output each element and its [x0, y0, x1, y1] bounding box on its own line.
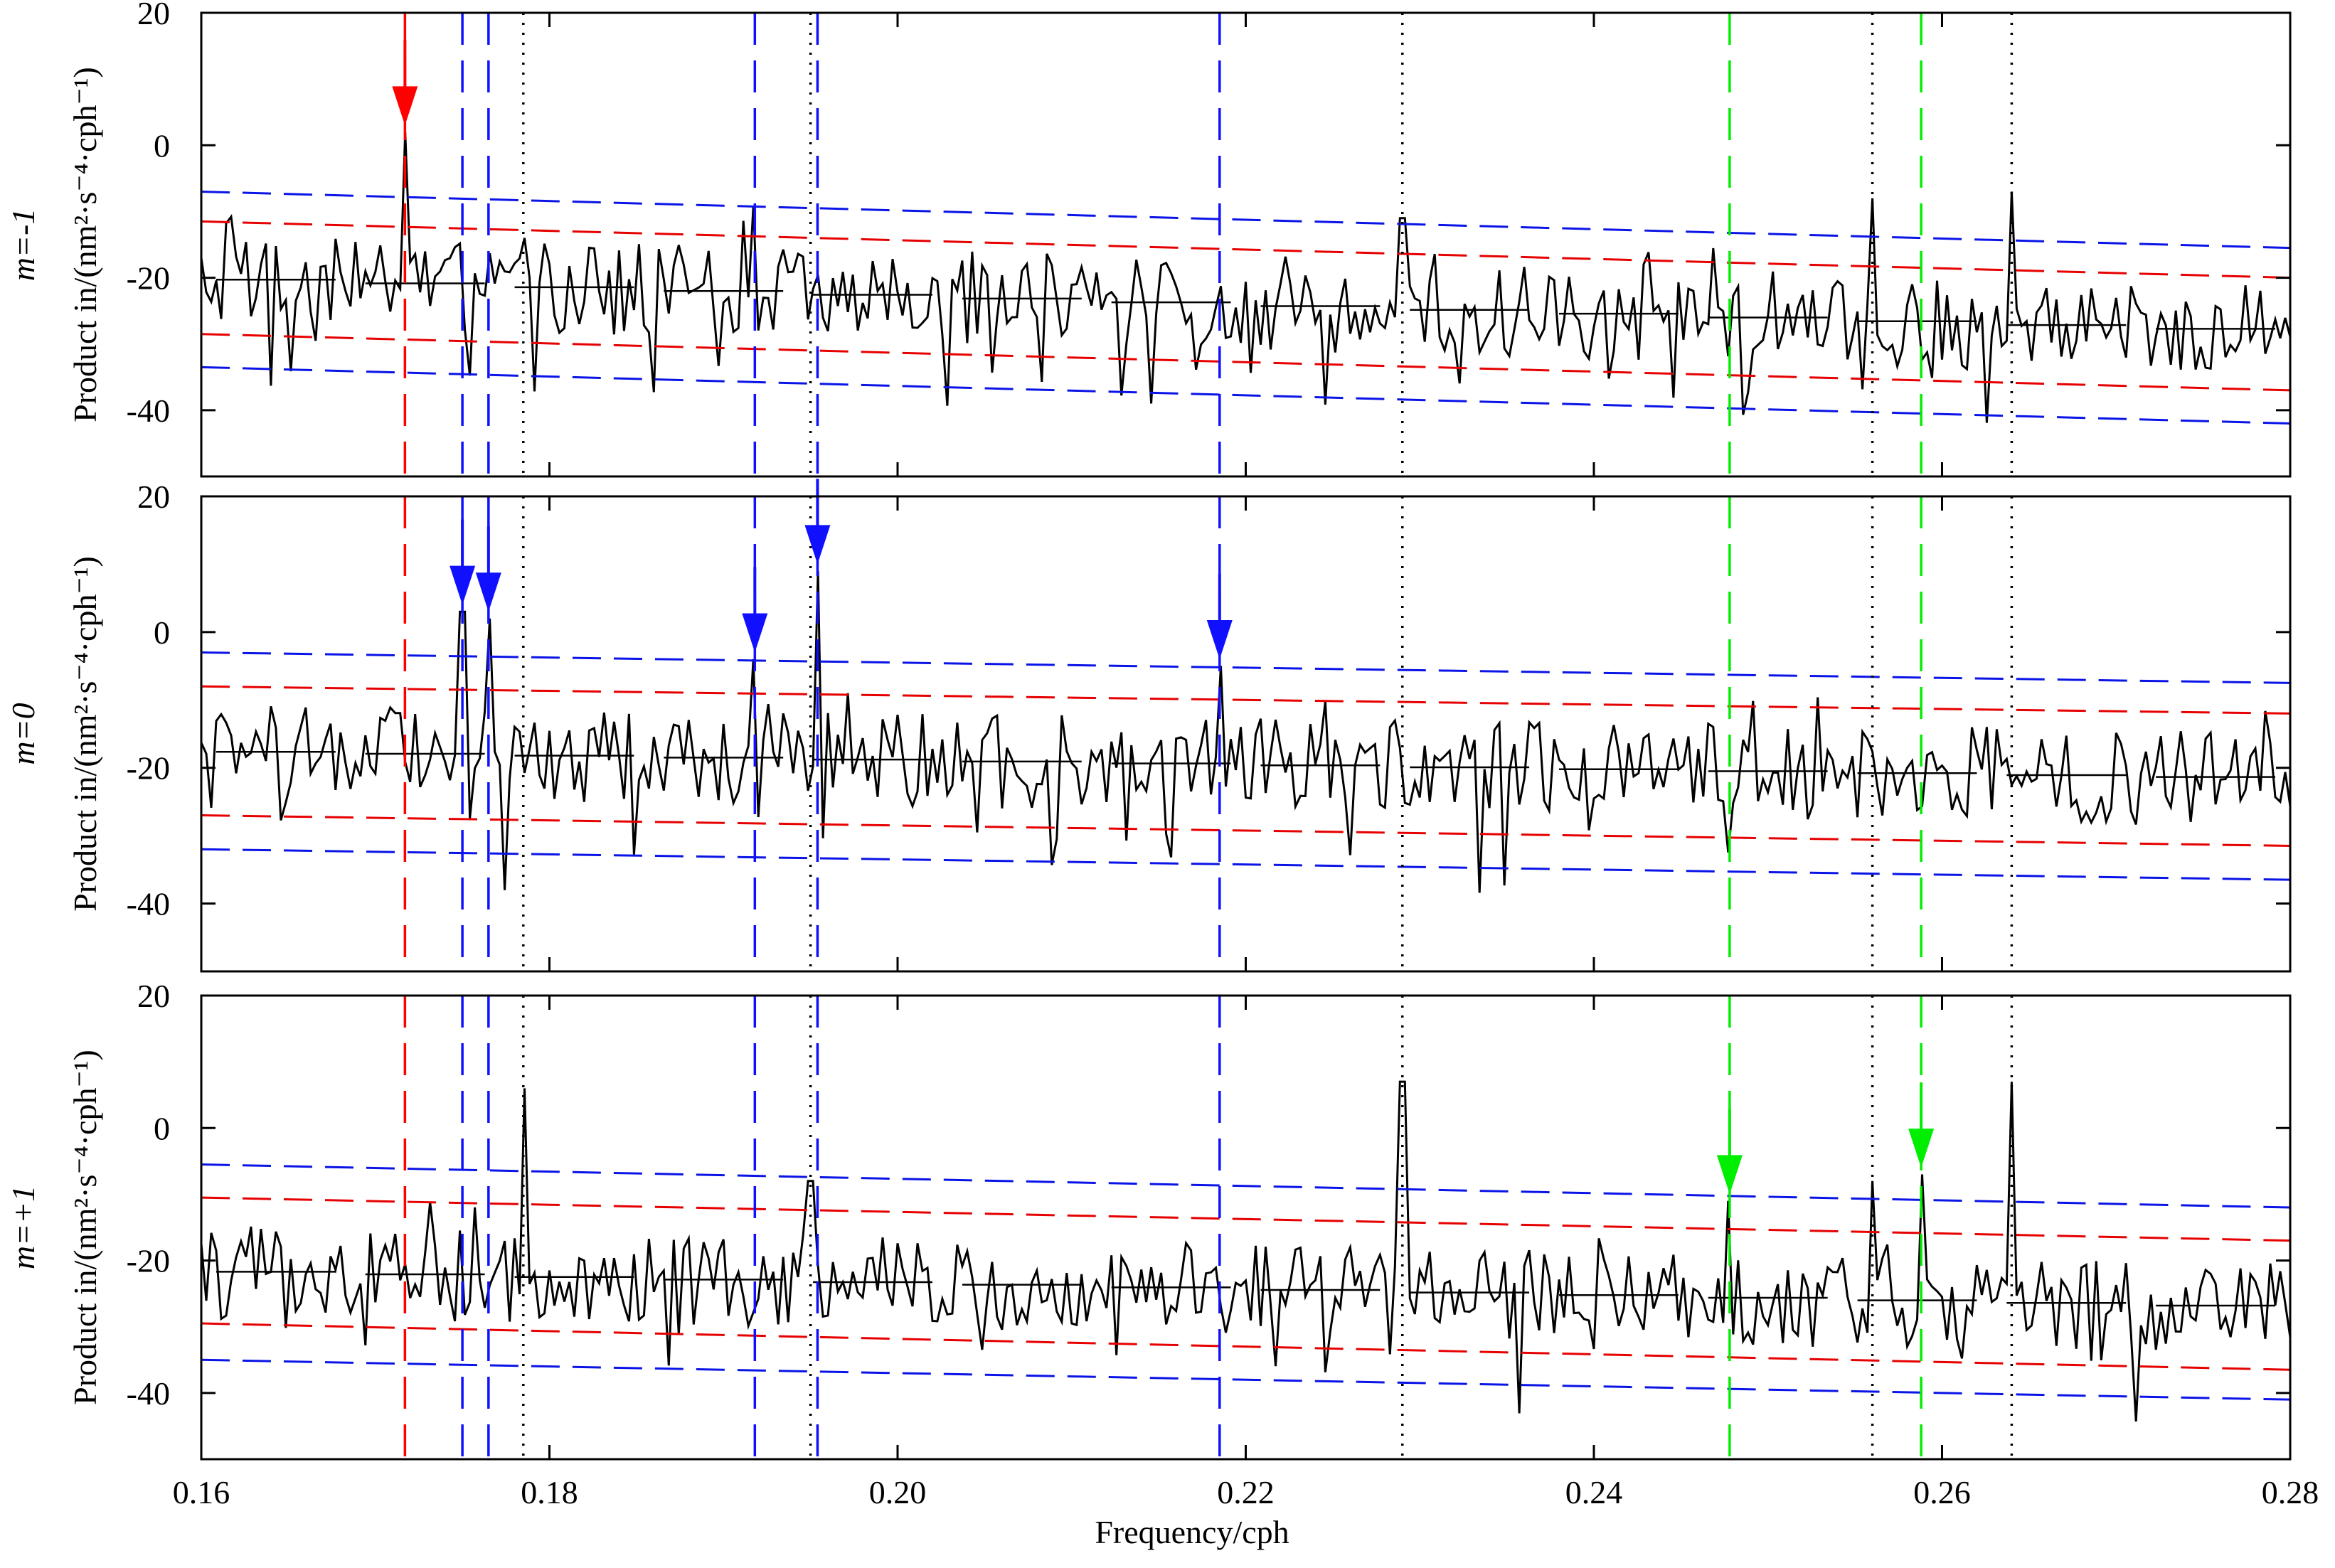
panel-m0: 20 0 -20 -40 Product in/(nm²·s⁻⁴·cph⁻¹) m=0: [5, 479, 2292, 973]
x-tick-label: 0.26: [1913, 1474, 1971, 1510]
y-tick-label: -20: [127, 750, 170, 786]
x-axis-title: Frequency/cph: [1095, 1514, 1289, 1550]
y-tick-label: 0: [154, 1110, 170, 1146]
y-tick-label: -40: [127, 1375, 170, 1412]
panel-frame: [200, 994, 2292, 1461]
panel-m+1: 20 0 -20 -40 Product in/(nm²·s⁻⁴·cph⁻¹) m=+1: [5, 978, 2292, 1461]
band-95-lower: [201, 1322, 2291, 1371]
x-tick-label: 0.22: [1217, 1474, 1275, 1510]
x-tick-label: 0.24: [1565, 1474, 1623, 1510]
x-tick-label: 0.20: [869, 1474, 927, 1510]
peak-arrow-head: [1908, 1129, 1935, 1168]
peak-arrow-head: [804, 525, 831, 565]
panel-mode-label: m=0: [5, 703, 41, 764]
band-95-upper: [201, 685, 2291, 715]
y-tick-label: 20: [137, 0, 170, 31]
y-tick-label: 20: [137, 479, 170, 515]
band-95-lower: [201, 814, 2291, 847]
band-99-lower: [201, 1358, 2291, 1401]
peak-arrow-head: [475, 572, 501, 612]
peak-arrow-head: [392, 86, 418, 126]
band-99-lower: [201, 848, 2291, 881]
band-99-upper: [201, 651, 2291, 684]
spectrum-trace-m0: [200, 570, 2292, 893]
x-tick-label: 0.28: [2262, 1474, 2319, 1510]
peak-arrow-head: [1206, 620, 1233, 660]
y-tick-label: -40: [127, 393, 170, 429]
y-axis-title: Product in/(nm²·s⁻⁴·cph⁻¹): [67, 556, 103, 912]
y-tick-label: 20: [137, 978, 170, 1014]
y-axis-title: Product in/(nm²·s⁻⁴·cph⁻¹): [67, 1050, 103, 1405]
panel-mode-label: m=-1: [5, 208, 41, 282]
y-tick-label: 0: [154, 614, 170, 651]
y-tick-label: -20: [127, 1243, 170, 1279]
band-99-upper: [201, 1163, 2291, 1209]
panel-m-1: 20 0 -20 -40 Product in/(nm²·s⁻⁴·cph⁻¹) m=-1: [5, 0, 2292, 478]
band-95-upper: [201, 1196, 2291, 1242]
band-95-lower: [201, 333, 2291, 392]
y-tick-label: -40: [127, 886, 170, 922]
y-tick-label: 0: [154, 127, 170, 164]
band-95-upper: [201, 220, 2291, 279]
panel-frame: [200, 11, 2292, 478]
y-axis-title: Product in/(nm²·s⁻⁴·cph⁻¹): [67, 67, 103, 422]
x-tick-label: 0.16: [173, 1474, 230, 1510]
band-99-upper: [201, 190, 2291, 250]
peak-arrow-head: [450, 565, 476, 605]
panel-mode-label: m=+1: [5, 1185, 41, 1269]
x-tick-label: 0.18: [521, 1474, 578, 1510]
peak-arrow-head: [742, 613, 768, 653]
spectrum-trace-m+1: [200, 1080, 2292, 1422]
y-tick-label: -20: [127, 260, 170, 297]
band-99-lower: [201, 366, 2291, 425]
spectrum-trace-m-1: [200, 132, 2292, 423]
peak-arrow-head: [1716, 1155, 1743, 1195]
